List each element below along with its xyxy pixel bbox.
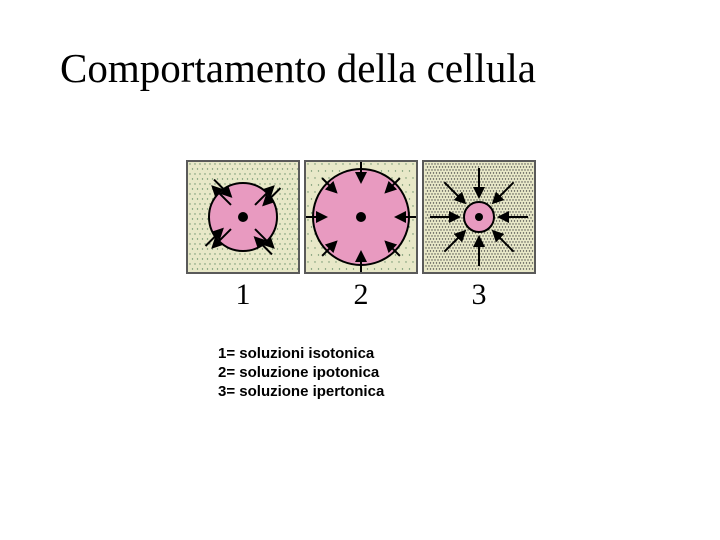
- slide: Comportamento della cellula 1 2 3 1= soluz…: [0, 0, 720, 540]
- legend-line-3: 3= soluzione ipertonica: [218, 382, 384, 401]
- panel-box: [186, 160, 300, 274]
- panel-2: 2: [304, 160, 418, 312]
- panel-box: [422, 160, 536, 274]
- panel-label: 2: [354, 278, 369, 312]
- legend: 1= soluzioni isotonica 2= soluzione ipot…: [218, 344, 384, 402]
- legend-line-2: 2= soluzione ipotonica: [218, 363, 384, 382]
- panel-1: 1: [186, 160, 300, 312]
- nucleus: [475, 213, 483, 221]
- panel-label: 1: [236, 278, 251, 312]
- panel-row: 1 2 3: [186, 160, 536, 312]
- panel-label: 3: [472, 278, 487, 312]
- page-title: Comportamento della cellula: [60, 44, 536, 92]
- panel-3: 3: [422, 160, 536, 312]
- panel-box: [304, 160, 418, 274]
- legend-line-1: 1= soluzioni isotonica: [218, 344, 384, 363]
- nucleus: [356, 212, 366, 222]
- nucleus: [238, 212, 248, 222]
- cell-behavior-figure: 1 2 3: [186, 160, 536, 312]
